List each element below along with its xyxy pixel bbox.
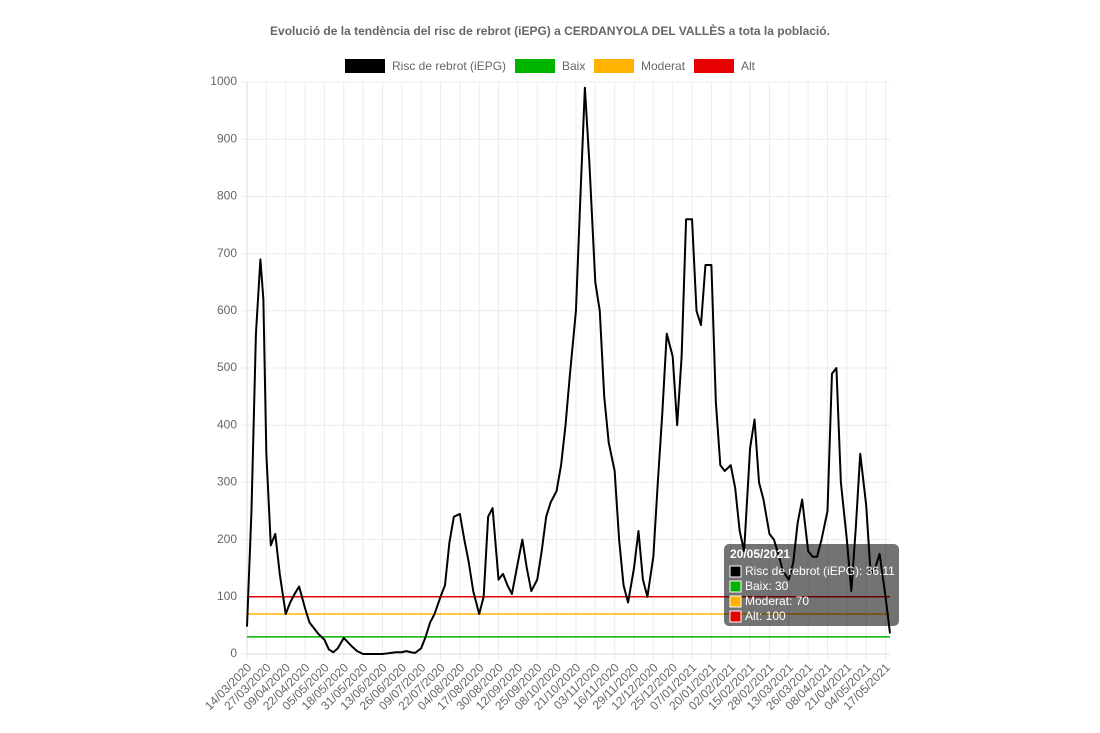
y-tick-label: 800 — [217, 189, 237, 203]
tooltip-title: 20/05/2021 — [730, 547, 790, 561]
legend-swatch — [594, 59, 634, 73]
legend-label: Moderat — [641, 59, 686, 73]
legend-swatch — [345, 59, 385, 73]
tooltip-box — [724, 544, 899, 626]
tooltip-swatch — [729, 565, 742, 578]
tooltip-swatch — [729, 595, 742, 608]
chart-title: Evolució de la tendència del risc de reb… — [270, 23, 830, 38]
legend-label: Baix — [562, 59, 585, 73]
legend-swatch — [694, 59, 734, 73]
y-tick-label: 100 — [217, 589, 237, 603]
tooltip-item: Baix: 30 — [745, 579, 789, 593]
tooltip-swatch — [729, 580, 742, 593]
tooltip-item: Alt: 100 — [745, 609, 786, 623]
tooltip: 20/05/2021 Risc de rebrot (iEPG): 36.11Ba… — [724, 544, 899, 626]
legend-label: Alt — [741, 59, 756, 73]
tooltip-swatch — [729, 610, 742, 623]
y-tick-label: 500 — [217, 360, 237, 374]
y-tick-label: 0 — [230, 646, 237, 660]
y-tick-label: 600 — [217, 303, 237, 317]
y-tick-label: 200 — [217, 532, 237, 546]
y-tick-label: 300 — [217, 475, 237, 489]
y-tick-label: 400 — [217, 417, 237, 431]
tooltip-item: Risc de rebrot (iEPG): 36.11 — [745, 564, 895, 578]
y-tick-label: 1000 — [210, 74, 237, 88]
y-tick-label: 700 — [217, 246, 237, 260]
legend-swatch — [515, 59, 555, 73]
tooltip-item: Moderat: 70 — [745, 594, 809, 608]
legend-label: Risc de rebrot (iEPG) — [392, 59, 506, 73]
y-tick-label: 900 — [217, 131, 237, 145]
